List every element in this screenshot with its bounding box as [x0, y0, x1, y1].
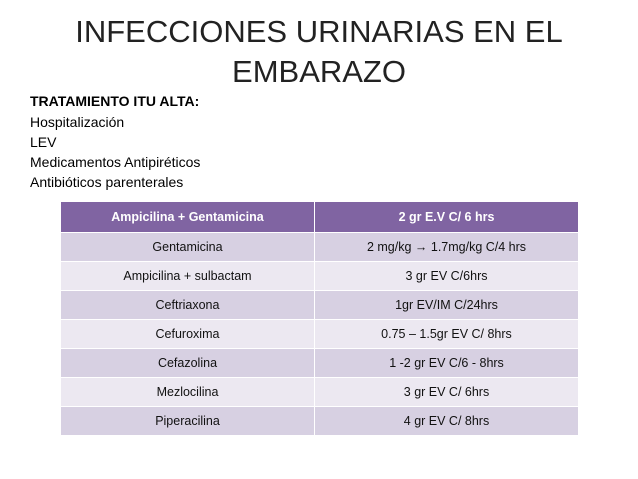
dose-cell: 0.75 – 1.5gr EV C/ 8hrs: [314, 319, 579, 349]
dose-cell: 1gr EV/IM C/24hrs: [314, 290, 579, 320]
drug-cell: Mezlocilina: [60, 377, 315, 407]
drug-cell: Gentamicina: [60, 232, 315, 262]
header-dose-cell: 2 gr E.V C/ 6 hrs: [314, 201, 579, 233]
slide-title: INFECCIONES URINARIAS EN EL EMBARAZO: [75, 14, 563, 89]
table-header-row: Ampicilina + Gentamicina 2 gr E.V C/ 6 h…: [60, 201, 579, 233]
table-row: Gentamicina 2 mg/kg → 1.7mg/kg C/4 hrs: [60, 232, 579, 262]
drug-cell: Cefuroxima: [60, 319, 315, 349]
table-row: Ceftriaxona 1gr EV/IM C/24hrs: [60, 290, 579, 320]
table-row: Piperacilina 4 gr EV C/ 8hrs: [60, 406, 579, 436]
table-row: Mezlocilina 3 gr EV C/ 6hrs: [60, 377, 579, 407]
drug-cell: Piperacilina: [60, 406, 315, 436]
header-drug-cell: Ampicilina + Gentamicina: [60, 201, 315, 233]
table-row: Cefazolina 1 -2 gr EV C/6 - 8hrs: [60, 348, 579, 378]
treatment-list: Hospitalización LEV Medicamentos Antipir…: [30, 112, 200, 192]
drug-cell: Ampicilina + sulbactam: [60, 261, 315, 291]
drug-cell: Cefazolina: [60, 348, 315, 378]
drug-cell: Ceftriaxona: [60, 290, 315, 320]
dose-cell: 3 gr EV C/6hrs: [314, 261, 579, 291]
section-subtitle: TRATAMIENTO ITU ALTA:: [30, 93, 200, 109]
table-row: Ampicilina + sulbactam 3 gr EV C/6hrs: [60, 261, 579, 291]
antibiotic-table: Ampicilina + Gentamicina 2 gr E.V C/ 6 h…: [60, 201, 579, 436]
dose-cell: 3 gr EV C/ 6hrs: [314, 377, 579, 407]
table-row: Cefuroxima 0.75 – 1.5gr EV C/ 8hrs: [60, 319, 579, 349]
dose-cell: 1 -2 gr EV C/6 - 8hrs: [314, 348, 579, 378]
dose-cell: 4 gr EV C/ 8hrs: [314, 406, 579, 436]
list-item: Antibióticos parenterales: [30, 174, 184, 190]
list-item: Medicamentos Antipiréticos: [30, 154, 201, 170]
list-item: Hospitalización: [30, 114, 125, 130]
list-item: LEV: [30, 134, 57, 150]
dose-cell: 2 mg/kg → 1.7mg/kg C/4 hrs: [314, 232, 579, 262]
